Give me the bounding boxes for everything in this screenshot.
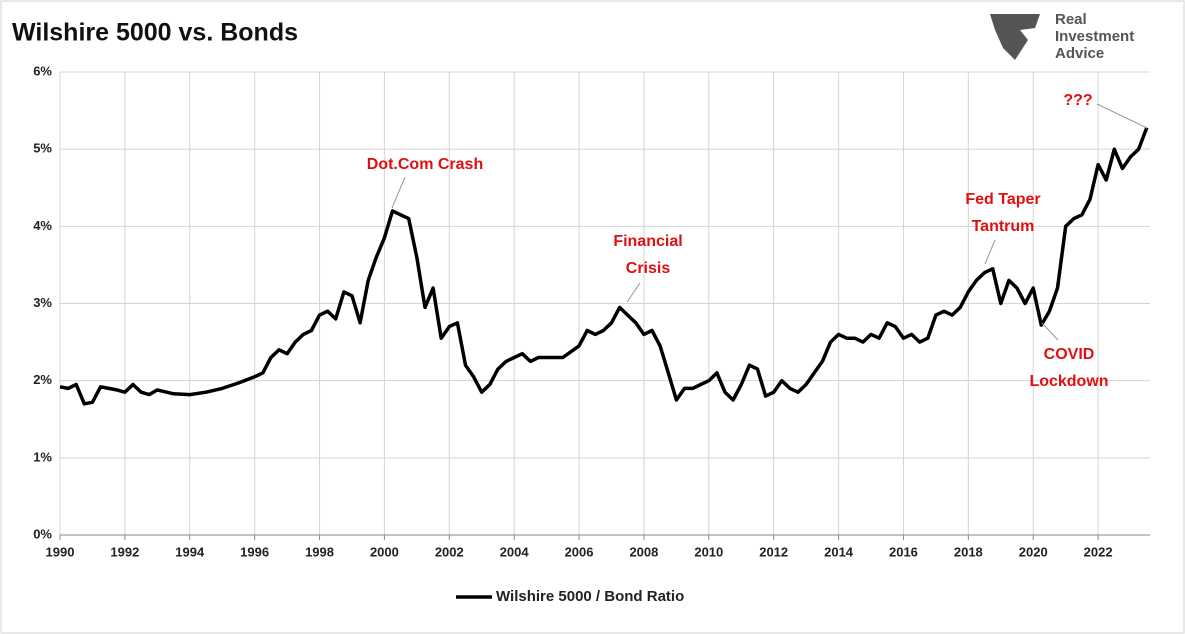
y-tick-label: 5%	[33, 141, 52, 156]
x-tick-label: 1992	[110, 544, 139, 559]
logo-text: Investment	[1055, 28, 1134, 45]
annotation: Crisis	[626, 260, 671, 277]
annotation: Financial	[613, 233, 682, 250]
annotation-leader	[984, 239, 996, 265]
x-tick-label: 1998	[305, 544, 334, 559]
y-tick-label: 4%	[33, 218, 52, 233]
annotation-leader	[1041, 322, 1059, 341]
x-tick-label: 1994	[175, 544, 205, 559]
y-tick-label: 0%	[33, 526, 52, 541]
annotation: Dot.Com Crash	[367, 156, 483, 173]
x-tick-label: 1996	[240, 544, 269, 559]
y-tick-label: 6%	[33, 63, 52, 78]
annotation: Lockdown	[1029, 373, 1108, 390]
x-tick-label: 2006	[565, 544, 594, 559]
chart-title: Wilshire 5000 vs. Bonds	[12, 19, 298, 47]
annotation-leader	[1096, 103, 1148, 129]
x-tick-label: 1990	[46, 544, 75, 559]
y-tick-label: 3%	[33, 295, 52, 310]
annotation: Tantrum	[972, 218, 1035, 235]
annotation-leader	[391, 176, 406, 209]
x-tick-label: 2018	[954, 544, 983, 559]
x-tick-label: 2020	[1019, 544, 1048, 559]
y-tick-label: 1%	[33, 449, 52, 464]
y-tick-label: 2%	[33, 372, 52, 387]
annotation: ???	[1063, 92, 1092, 109]
legend-label: Wilshire 5000 / Bond Ratio	[496, 588, 684, 605]
x-tick-label: 2016	[889, 544, 918, 559]
x-tick-label: 2002	[435, 544, 464, 559]
annotation: Fed Taper	[965, 191, 1040, 208]
x-tick-label: 2010	[694, 544, 723, 559]
annotation: COVID	[1044, 346, 1095, 363]
x-tick-label: 2022	[1084, 544, 1113, 559]
logo-mark	[990, 14, 1040, 60]
x-tick-label: 2012	[759, 544, 788, 559]
logo-text: Advice	[1055, 45, 1104, 62]
x-tick-label: 2004	[500, 544, 530, 559]
logo-text: Real	[1055, 11, 1087, 28]
x-tick-label: 2008	[629, 544, 658, 559]
logo: Real Investment Advice	[990, 11, 1134, 62]
x-tick-label: 2000	[370, 544, 399, 559]
annotation-leader	[626, 282, 641, 303]
x-tick-label: 2014	[824, 544, 854, 559]
data-line	[59, 126, 1149, 406]
